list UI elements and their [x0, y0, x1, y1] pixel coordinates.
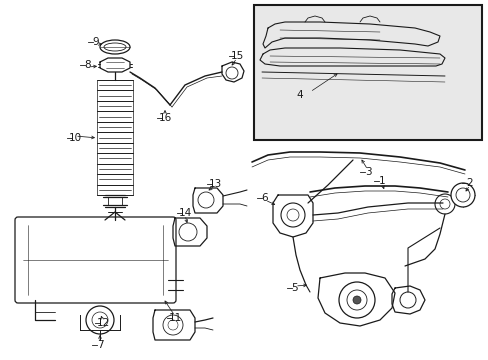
FancyBboxPatch shape [15, 217, 176, 303]
Text: 4: 4 [296, 90, 303, 100]
Text: 8: 8 [84, 60, 91, 70]
Circle shape [450, 183, 474, 207]
Circle shape [352, 296, 360, 304]
Text: 13: 13 [208, 179, 221, 189]
Text: 10: 10 [68, 133, 81, 143]
Text: 5: 5 [291, 283, 298, 293]
Text: 11: 11 [168, 313, 181, 323]
Bar [253, 5, 481, 140]
Text: 7: 7 [97, 340, 103, 350]
Text: 16: 16 [158, 113, 171, 123]
Text: 12: 12 [96, 318, 109, 328]
Text: 1: 1 [378, 176, 385, 186]
Text: 14: 14 [178, 208, 191, 218]
Text: 3: 3 [364, 167, 370, 177]
Text: 9: 9 [93, 37, 99, 47]
Text: 2: 2 [466, 178, 472, 188]
Text: 6: 6 [261, 193, 268, 203]
Text: 15: 15 [230, 51, 243, 61]
